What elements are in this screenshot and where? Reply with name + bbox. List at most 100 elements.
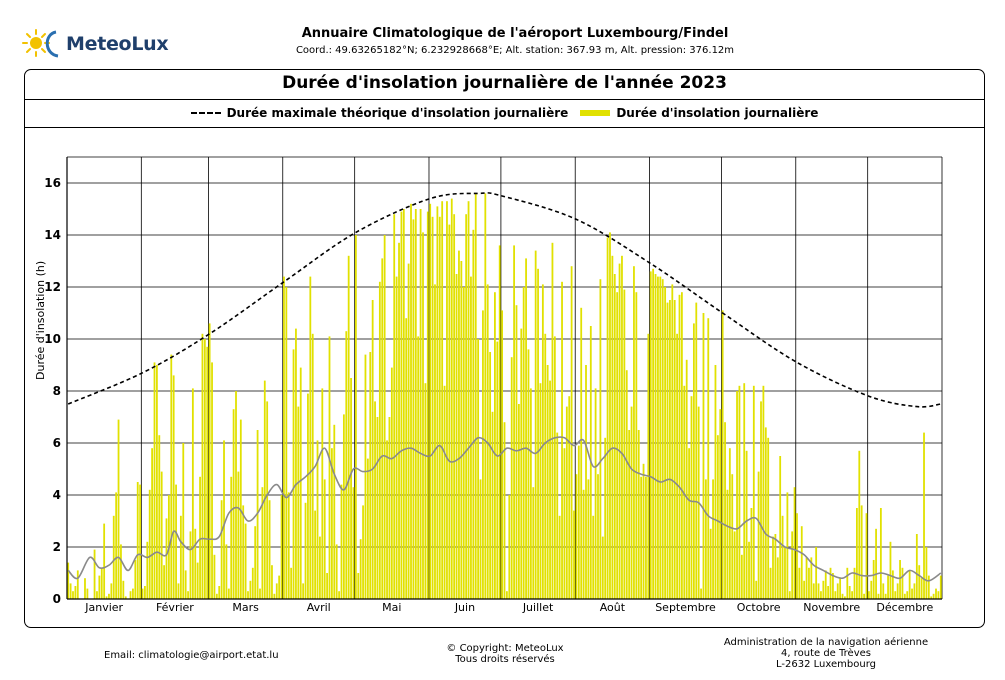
sunshine-bar — [918, 565, 921, 599]
sunshine-bar — [664, 287, 667, 599]
sunshine-bar — [465, 214, 468, 599]
sunshine-bar — [223, 440, 225, 599]
sunshine-bar — [613, 274, 616, 599]
sunshine-bar — [436, 206, 439, 599]
swoosh-icon — [45, 30, 59, 58]
sunshine-bar — [148, 489, 151, 599]
sunshine-bar — [891, 570, 894, 599]
header-coords: Coord.: 49.63265182°N; 6.232928668°E; Al… — [295, 45, 735, 56]
meteolux-logo — [22, 29, 59, 58]
sunshine-bar — [460, 261, 463, 599]
sunshine-bar — [604, 437, 607, 599]
sunshine-bar — [479, 479, 482, 599]
sunshine-bar — [865, 513, 868, 599]
sunshine-bar — [731, 474, 734, 599]
sunshine-bar — [323, 479, 326, 599]
sunshine-bar — [67, 562, 70, 599]
sunshine-bar — [541, 284, 544, 599]
sunshine-bar — [326, 573, 329, 599]
sunshine-bar — [498, 245, 501, 599]
sunshine-bar — [376, 417, 379, 599]
sunshine-bar — [434, 284, 436, 599]
sunshine-bar — [645, 476, 647, 599]
x-tick-label: Août — [600, 601, 626, 614]
sunshine-bar — [129, 591, 132, 599]
sunshine-bar — [915, 534, 918, 599]
sunshine-bar — [534, 250, 537, 599]
sunshine-bar — [400, 211, 403, 599]
sunshine-bar — [405, 318, 408, 599]
sunshine-bar — [899, 560, 901, 599]
sunshine-bar — [218, 586, 221, 599]
sunshine-bar — [685, 359, 688, 599]
sunshine-bar — [925, 547, 928, 599]
sunshine-bar — [141, 588, 144, 599]
sunshine-bar — [678, 294, 681, 599]
sunshine-bar — [84, 578, 86, 599]
sunshine-bar — [561, 281, 563, 599]
sunshine-bar — [227, 588, 230, 599]
sunshine-bar — [822, 580, 825, 599]
sunshine-bar — [438, 216, 441, 600]
sunshine-bar — [187, 591, 189, 599]
sunshine-bar — [304, 502, 307, 599]
sunshine-bar — [230, 476, 233, 599]
sunshine-bar — [295, 328, 297, 599]
sunshine-bar — [402, 209, 405, 599]
sunshine-bar — [805, 557, 808, 599]
sunshine-bar — [254, 526, 257, 599]
sunshine-bar — [280, 495, 283, 599]
sunshine-bar — [846, 567, 849, 599]
mean-sunshine-line — [67, 436, 942, 582]
sunshine-bar — [637, 430, 640, 599]
sunshine-bar — [553, 336, 556, 599]
sunshine-bar — [328, 336, 331, 599]
sunshine-bar — [863, 593, 865, 599]
sunshine-bar — [285, 287, 288, 599]
sunshine-bar — [683, 385, 686, 599]
sunshine-bar — [508, 495, 511, 599]
sunshine-bar — [117, 419, 120, 599]
sunshine-bar — [261, 487, 264, 599]
sunshine-bar — [803, 580, 806, 599]
address-line-1: Administration de la navigation aérienne — [723, 637, 929, 648]
sunshine-bar — [690, 396, 693, 599]
sunshine-bar — [599, 279, 602, 599]
sunshine-bar — [307, 393, 309, 599]
x-tick-label: Octobre — [737, 601, 781, 614]
sunshine-bar — [558, 515, 561, 599]
sunshine-bar — [772, 536, 774, 599]
sunshine-bar — [517, 404, 520, 599]
sunshine-bar — [784, 547, 786, 599]
sunshine-bar — [96, 591, 98, 599]
sunshine-bar — [563, 448, 566, 599]
sunshine-bar — [496, 341, 499, 599]
sunshine-bar — [580, 307, 583, 599]
sunshine-bar — [112, 515, 115, 599]
sunshine-bar — [544, 333, 547, 599]
sunshine-bar — [709, 528, 712, 599]
sunshine-bar — [316, 440, 319, 599]
chart-frame — [24, 69, 985, 628]
sunshine-bar — [208, 323, 211, 599]
sunshine-bar — [448, 224, 451, 599]
sunshine-bar — [244, 523, 247, 599]
sunshine-bar — [740, 554, 743, 599]
sunshine-bar — [867, 591, 870, 599]
y-tick-label: 0 — [53, 592, 61, 606]
sunshine-bar — [134, 560, 137, 599]
sunshine-bar — [762, 385, 765, 599]
sunshine-bar — [582, 489, 585, 599]
sunshine-bar — [680, 292, 683, 599]
sunshine-bar — [870, 580, 873, 599]
y-tick-label: 8 — [53, 384, 61, 398]
sunshine-bar — [429, 203, 432, 600]
sunshine-bar — [225, 544, 228, 599]
sunshine-bar — [796, 513, 798, 599]
sunshine-bar — [501, 310, 504, 599]
sunshine-bar — [661, 279, 664, 599]
sunshine-bar — [906, 591, 909, 599]
sunshine-bar — [410, 203, 412, 600]
sunshine-bar — [103, 523, 106, 599]
sunshine-bar — [144, 586, 146, 599]
